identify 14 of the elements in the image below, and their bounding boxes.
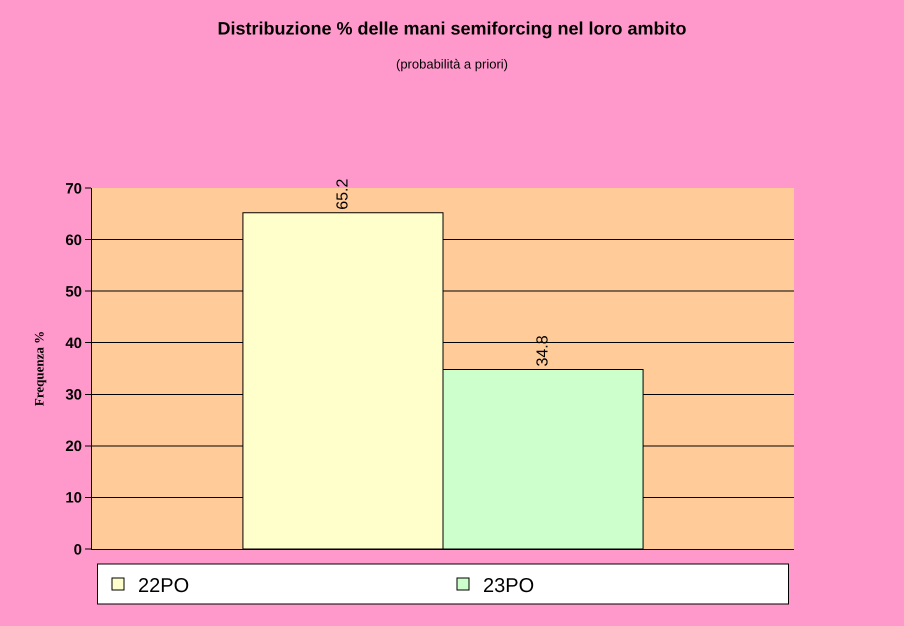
chart-subtitle: (probabilità a priori) [396,56,508,72]
y-tick-label: 0 [74,541,82,558]
data-label: 65.2 [334,178,352,210]
legend-label: 23PO [483,574,534,597]
y-tick-label: 60 [65,232,82,249]
y-tick-label: 10 [65,490,82,507]
y-tick-label: 20 [65,438,82,456]
y-tick-label: 30 [65,386,82,404]
y-tick-label: 40 [65,334,82,352]
legend-label: 22PO [138,574,190,597]
y-tick-label: 70 [65,180,82,198]
y-axis-title: Frequenza % [31,330,46,406]
chart-title: Distribuzione % delle mani semiforcing nel loro ambito [217,18,687,39]
y-tick-label: 50 [65,283,82,300]
